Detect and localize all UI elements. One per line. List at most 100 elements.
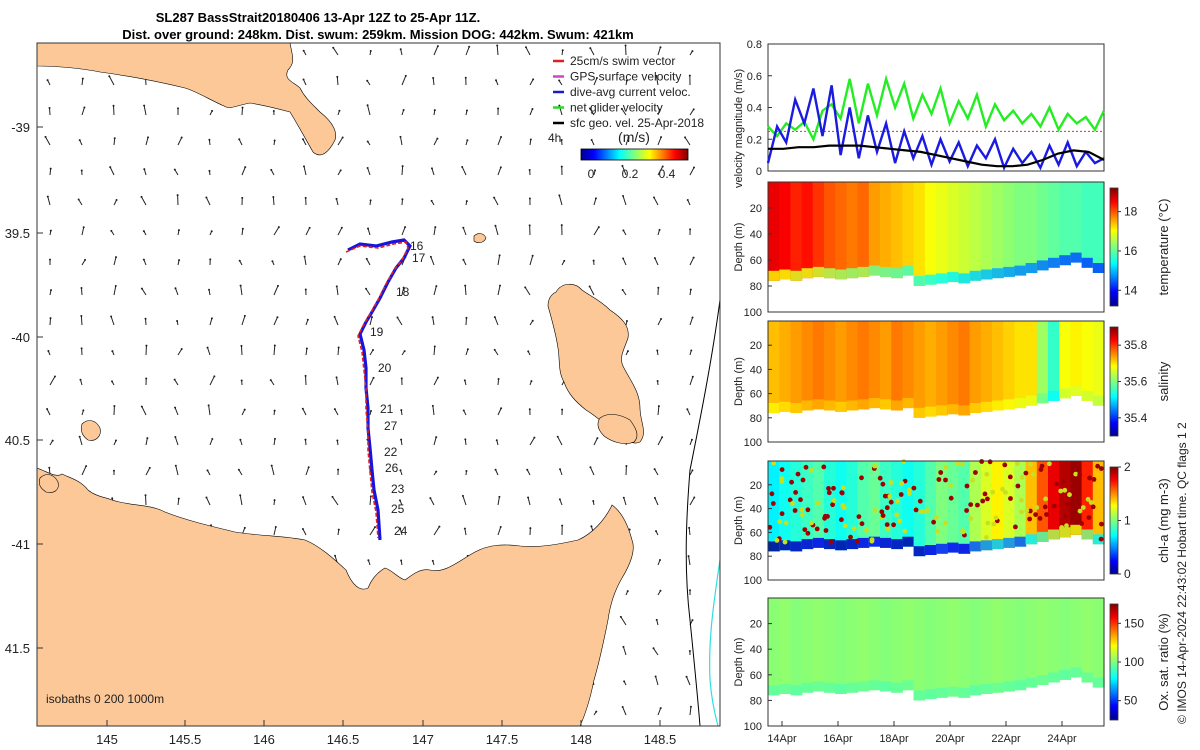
vector-arrow-head (434, 226, 437, 229)
vector-arrow-head (462, 226, 465, 229)
heatmap-cell (824, 321, 836, 411)
vector-arrow (497, 136, 502, 146)
heatmap-cell (891, 321, 903, 411)
colorbar-tick-label: 35.6 (1124, 375, 1148, 389)
vector-arrow-head (621, 288, 624, 291)
vector-arrow (207, 347, 211, 356)
vector-arrow-head (527, 350, 530, 353)
vector-arrow (141, 406, 147, 416)
vector-arrow (529, 108, 533, 116)
vector-arrow-head (621, 164, 624, 167)
vector-arrow (431, 168, 435, 176)
heatmap-cell (779, 598, 791, 694)
heatmap-cell (846, 461, 859, 550)
heatmap-cell (924, 461, 937, 555)
heatmap-cell-bottom (924, 406, 937, 417)
vector-arrow-head (622, 496, 625, 499)
vector-arrow-head (688, 74, 691, 77)
heatmap-cell (936, 182, 948, 284)
heatmap-cell (1059, 182, 1071, 266)
vector-arrow-head (400, 377, 403, 380)
panel-colorbar (1109, 603, 1119, 721)
vector-arrow (462, 227, 467, 236)
chl-sample-dot (1037, 516, 1043, 521)
vector-arrow-head (331, 495, 334, 498)
legend-label: sfc geo. vel. 25-Apr-2018 (570, 116, 704, 130)
heatmap-cell (924, 321, 937, 417)
vector-arrow (430, 256, 435, 266)
vector-arrow-head (49, 317, 52, 320)
vector-arrow-head (367, 227, 370, 230)
heatmap-cell (1025, 598, 1038, 688)
heatmap-cell (868, 461, 881, 547)
vector-arrow-head (335, 197, 338, 200)
vector-arrow-head (622, 257, 625, 260)
vector-arrow-head (273, 499, 276, 502)
vector-arrow-head (337, 468, 340, 471)
vector-arrow (497, 167, 502, 176)
heatmap-cell (936, 598, 948, 698)
track-label-23: 23 (391, 482, 405, 496)
heatmap-cell (857, 182, 870, 277)
chl-sample-dot (795, 471, 801, 477)
vector-arrow (369, 526, 376, 536)
track-label-26: 26 (385, 461, 399, 475)
colorbar-tag: 4h (548, 131, 561, 145)
vector-arrow-head (653, 468, 656, 471)
heatmap-cell-bottom (768, 403, 780, 413)
chl-a-panel: 20 40 60 80 100 Depth (m) 0 1 2 chl-a (mg m-3) (733, 459, 1171, 587)
vector-arrow-head (83, 106, 86, 109)
vector-arrow-head (338, 109, 341, 112)
velocity-ytick-label: 0.2 (747, 134, 762, 146)
heatmap-cell-bottom (880, 399, 892, 410)
track-label-20: 20 (378, 361, 392, 375)
heatmap-cell-bottom (1048, 390, 1060, 401)
vector-arrow-head (620, 107, 623, 110)
vector-arrow-head (173, 168, 176, 171)
vector-arrow-head (276, 316, 279, 319)
vector-arrow (497, 496, 500, 506)
heatmap-cell-bottom (868, 680, 881, 691)
vector-arrow-head (436, 45, 439, 48)
vector-arrow-head (174, 464, 177, 467)
vector-arrow-head (114, 284, 117, 287)
vector-arrow-head (495, 439, 498, 442)
chl-sample-dot (1019, 475, 1025, 480)
land-tasmania (37, 467, 634, 726)
chl-sample-dot (1080, 505, 1086, 510)
vector-arrow-head (560, 138, 563, 141)
vector-arrow (302, 139, 307, 146)
chl-sample-dot (975, 502, 980, 508)
vector-arrow-head (53, 375, 56, 378)
vector-arrow (336, 377, 339, 386)
chl-sample-dot (769, 491, 775, 497)
heatmap-cell-bottom (857, 399, 870, 410)
chl-sample-dot (985, 520, 991, 526)
heatmap-cell (1014, 321, 1027, 409)
vector-arrow-head (690, 349, 693, 352)
heatmap-cell (768, 598, 780, 696)
vector-arrow-head (500, 407, 503, 410)
heatmap-cell (1048, 321, 1060, 401)
chl-sample-dot (968, 516, 974, 521)
vector-arrow (399, 136, 403, 146)
vector-arrow (497, 378, 500, 386)
colorbar-tick-label: 18 (1124, 205, 1138, 219)
heatmap-cell-bottom (790, 270, 803, 281)
vector-arrow-head (494, 224, 497, 227)
vector-arrow-head (177, 497, 180, 500)
vector-arrow-head (108, 75, 111, 78)
heatmap-cell-bottom (835, 401, 847, 412)
vector-arrow-head (401, 165, 404, 168)
track-label-22: 22 (384, 445, 398, 459)
heatmap-cell (1048, 182, 1060, 268)
chl-sample-dot (884, 522, 890, 527)
vector-arrow-head (144, 494, 147, 497)
heatmap-cell (1092, 182, 1105, 273)
vector-arrow (49, 376, 56, 386)
vector-arrow-head (244, 166, 247, 169)
vector-arrow-head (341, 136, 344, 139)
vector-arrow (623, 497, 627, 506)
heatmap-cell-bottom (924, 689, 937, 700)
vector-arrow (464, 528, 467, 536)
